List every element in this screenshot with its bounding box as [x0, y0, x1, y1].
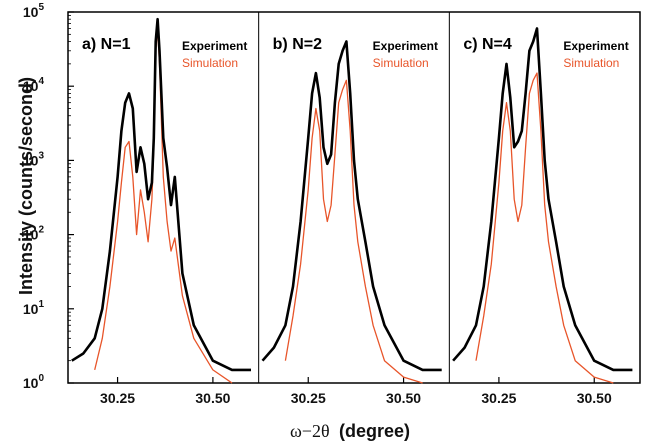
y-axis-title: Intensity (counts/second): [16, 77, 36, 295]
legend-experiment: Experiment: [182, 39, 247, 53]
legend-experiment: Experiment: [563, 39, 628, 53]
y-tick-label: 105: [23, 2, 45, 20]
legend-simulation: Simulation: [182, 56, 238, 70]
x-tick-label: 30.25: [481, 390, 516, 406]
simulation-line: [284, 79, 423, 384]
panel-label: a) N=1: [82, 36, 131, 53]
panel-label: b) N=2: [273, 36, 322, 53]
simulation-line: [475, 72, 614, 384]
legend-experiment: Experiment: [373, 39, 438, 53]
y-tick-label: 104: [23, 76, 45, 94]
x-tick-label: 30.50: [577, 390, 612, 406]
y-tick-label: 101: [23, 299, 45, 317]
y-tick-label: 102: [23, 225, 45, 243]
x-tick-label: 30.25: [100, 390, 135, 406]
x-axis-title: ω−2θ (degree): [290, 421, 410, 441]
simulation-line: [94, 27, 233, 384]
experiment-line: [261, 40, 442, 372]
y-tick-label: 103: [23, 150, 45, 168]
x-axis-title-symbol: ω−2θ: [290, 421, 330, 441]
panel-label: c) N=4: [463, 36, 512, 53]
x-tick-label: 30.25: [291, 390, 326, 406]
x-tick-label: 30.50: [195, 390, 230, 406]
legend-simulation: Simulation: [373, 56, 429, 70]
experiment-line: [452, 27, 633, 372]
y-tick-label: 100: [23, 373, 45, 391]
experiment-line: [71, 17, 251, 372]
legend-simulation: Simulation: [563, 56, 619, 70]
x-axis-title-unit: (degree): [339, 421, 410, 441]
x-tick-label: 30.50: [386, 390, 421, 406]
plot-frame: [67, 11, 641, 384]
